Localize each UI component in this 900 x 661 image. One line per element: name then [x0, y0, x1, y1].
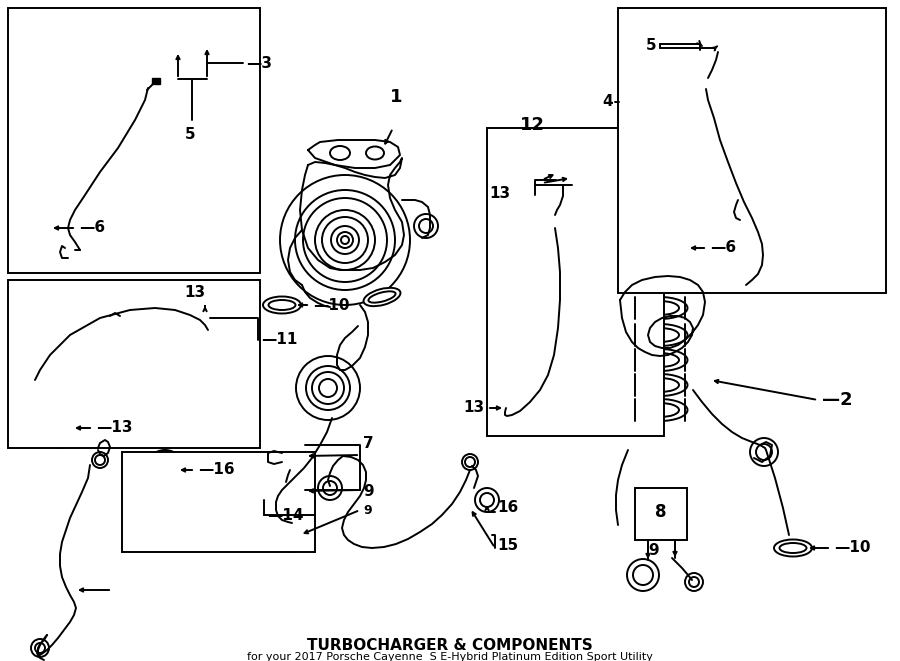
Ellipse shape	[633, 349, 688, 371]
Bar	[122, 452, 315, 552]
Text: 8: 8	[655, 503, 667, 521]
Bar	[8, 8, 260, 273]
Text: —3: —3	[246, 56, 272, 71]
Text: 9: 9	[363, 485, 374, 500]
Text: 13: 13	[489, 186, 510, 200]
Bar	[152, 78, 160, 84]
Text: —10: —10	[313, 297, 349, 313]
Text: —13: —13	[96, 420, 132, 436]
Ellipse shape	[641, 353, 679, 367]
Text: —14: —14	[267, 508, 303, 522]
Text: 15: 15	[497, 537, 518, 553]
Ellipse shape	[774, 539, 812, 557]
Ellipse shape	[641, 301, 679, 315]
Ellipse shape	[330, 146, 350, 160]
Text: 12: 12	[519, 116, 544, 134]
Ellipse shape	[633, 399, 688, 421]
Text: —2: —2	[822, 391, 852, 409]
Text: for your 2017 Porsche Cayenne  S E-Hybrid Platinum Edition Sport Utility: for your 2017 Porsche Cayenne S E-Hybrid…	[248, 652, 652, 661]
Text: —11: —11	[261, 332, 297, 348]
Text: 13: 13	[463, 401, 484, 416]
Text: —10: —10	[834, 541, 870, 555]
Ellipse shape	[633, 297, 688, 319]
Text: —6: —6	[710, 241, 736, 256]
Ellipse shape	[263, 297, 301, 313]
Text: 4: 4	[602, 95, 613, 110]
Ellipse shape	[633, 324, 688, 346]
Ellipse shape	[366, 147, 384, 159]
Ellipse shape	[268, 300, 295, 310]
Bar	[635, 488, 687, 540]
Ellipse shape	[641, 403, 679, 417]
Text: 5: 5	[645, 38, 656, 54]
Text: 13: 13	[184, 285, 205, 300]
Text: 9: 9	[649, 543, 660, 558]
Ellipse shape	[364, 288, 400, 306]
Bar	[487, 128, 664, 436]
Text: 5: 5	[184, 127, 195, 142]
Ellipse shape	[641, 378, 679, 392]
Ellipse shape	[779, 543, 806, 553]
Text: —6: —6	[79, 221, 105, 235]
Text: 1: 1	[390, 88, 402, 106]
Bar	[618, 8, 886, 293]
Text: 16: 16	[497, 500, 518, 516]
Ellipse shape	[368, 292, 396, 303]
Bar	[8, 280, 260, 448]
Text: 7: 7	[363, 436, 374, 451]
Ellipse shape	[633, 374, 688, 396]
Text: 9: 9	[363, 504, 372, 516]
Text: —16: —16	[198, 463, 235, 477]
Ellipse shape	[641, 328, 679, 342]
Text: TURBOCHARGER & COMPONENTS: TURBOCHARGER & COMPONENTS	[307, 637, 593, 652]
